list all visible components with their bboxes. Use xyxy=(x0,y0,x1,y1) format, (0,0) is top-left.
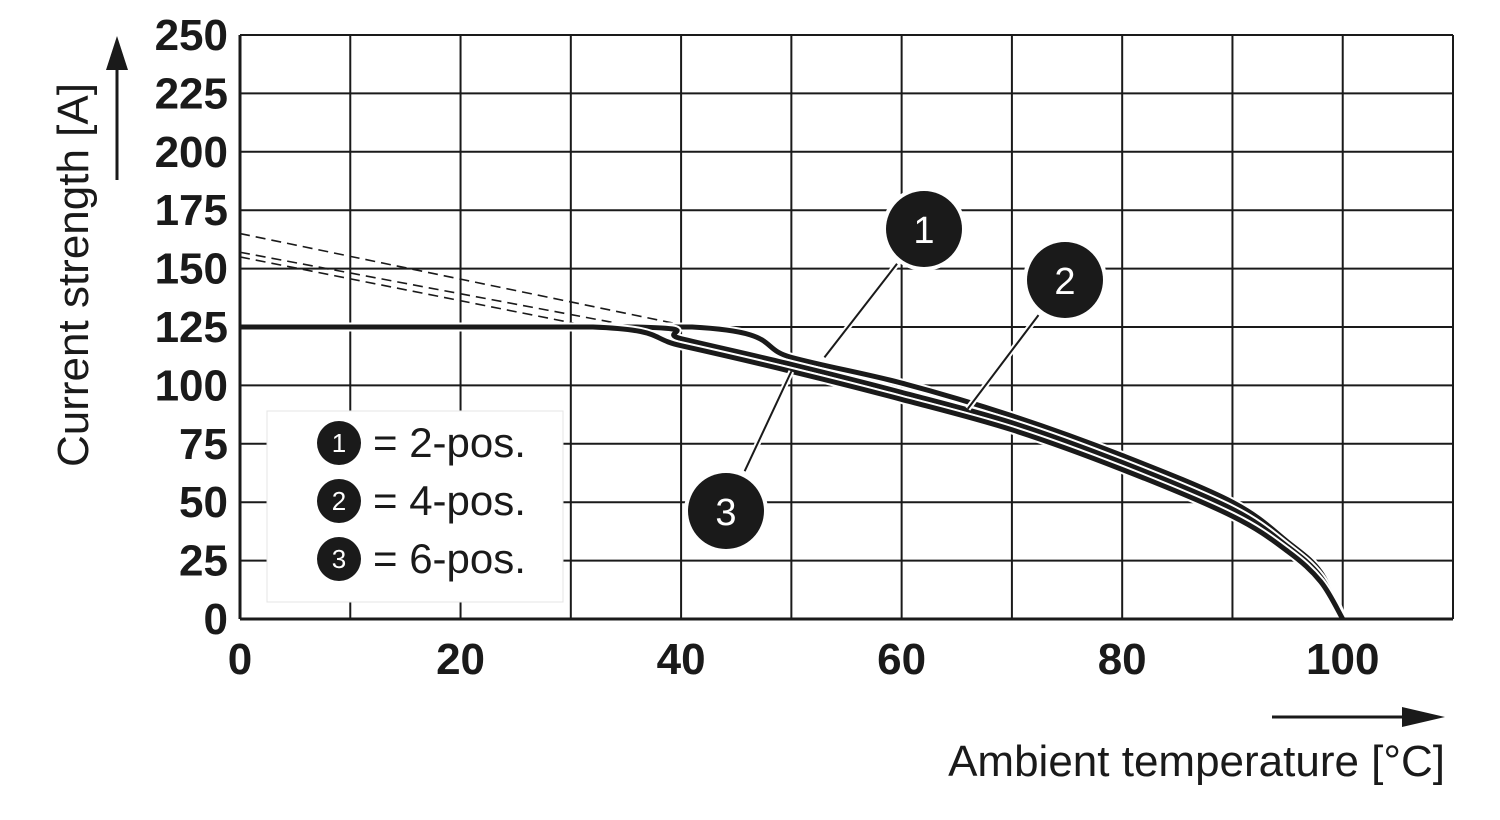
series-callouts: 1 2 3 xyxy=(684,187,1107,553)
y-tick-label: 150 xyxy=(155,245,228,294)
extrapolation-line xyxy=(239,256,594,328)
legend-box xyxy=(266,410,564,603)
x-axis-title-group: Ambient temperature [°C] xyxy=(948,707,1445,786)
callout-leader xyxy=(743,370,793,472)
legend-marker-label: 3 xyxy=(332,544,346,574)
legend-marker-label: 2 xyxy=(332,486,346,516)
y-tick-label: 75 xyxy=(179,420,228,469)
y-tick-label: 200 xyxy=(155,128,228,177)
y-tick-label: 100 xyxy=(155,361,228,410)
series-lines xyxy=(240,322,1347,622)
legend-item: 2 = 4-pos. xyxy=(317,477,526,524)
callout-marker-3 xyxy=(688,473,764,549)
legend-marker-2 xyxy=(317,479,361,523)
callout-marker-2 xyxy=(1027,242,1103,318)
extrapolation-line xyxy=(239,251,638,328)
series-line-3 xyxy=(240,324,1345,621)
y-axis-arrow-head xyxy=(106,36,128,70)
x-tick-label: 0 xyxy=(228,635,252,684)
legend-marker-label: 1 xyxy=(332,428,346,458)
y-tick-label: 125 xyxy=(155,303,228,352)
y-axis-title-group: Current strength [A] xyxy=(49,36,128,467)
callout-leader xyxy=(823,263,898,358)
y-tick-label: 50 xyxy=(179,478,228,527)
x-tick-label: 60 xyxy=(877,635,926,684)
legend-label: = 4-pos. xyxy=(373,477,526,524)
x-tick-label: 20 xyxy=(436,635,485,684)
x-axis-arrow-head xyxy=(1402,707,1445,727)
legend: 1 = 2-pos. 2 = 4-pos. 3 = 6-pos. xyxy=(266,410,564,603)
legend-item: 3 = 6-pos. xyxy=(317,535,526,582)
y-axis-title: Current strength [A] xyxy=(49,83,98,467)
callout-marker-1 xyxy=(886,191,962,267)
y-tick-labels: 0 25 50 75 100 125 150 175 200 225 250 xyxy=(155,11,228,644)
callout-number: 2 xyxy=(1054,261,1075,303)
legend-label: = 6-pos. xyxy=(373,535,526,582)
x-tick-label: 40 xyxy=(657,635,706,684)
y-tick-label: 25 xyxy=(179,537,228,586)
y-tick-label: 175 xyxy=(155,186,228,235)
x-tick-label: 80 xyxy=(1098,635,1147,684)
axes xyxy=(238,35,1453,621)
extrapolation-lines xyxy=(239,232,693,328)
callout-number: 1 xyxy=(913,210,934,252)
callout-number: 3 xyxy=(715,492,736,534)
x-tick-labels: 0 20 40 60 80 100 xyxy=(228,635,1380,684)
x-tick-label: 100 xyxy=(1306,635,1379,684)
legend-marker-3 xyxy=(317,537,361,581)
legend-item: 1 = 2-pos. xyxy=(317,419,526,466)
callout-leader xyxy=(967,314,1040,410)
extrapolation-line xyxy=(239,232,693,328)
y-tick-label: 250 xyxy=(155,11,228,60)
y-tick-label: 0 xyxy=(204,595,228,644)
legend-label: = 2-pos. xyxy=(373,419,526,466)
y-tick-label: 225 xyxy=(155,69,228,118)
x-axis-title: Ambient temperature [°C] xyxy=(948,737,1445,786)
legend-marker-1 xyxy=(317,421,361,465)
